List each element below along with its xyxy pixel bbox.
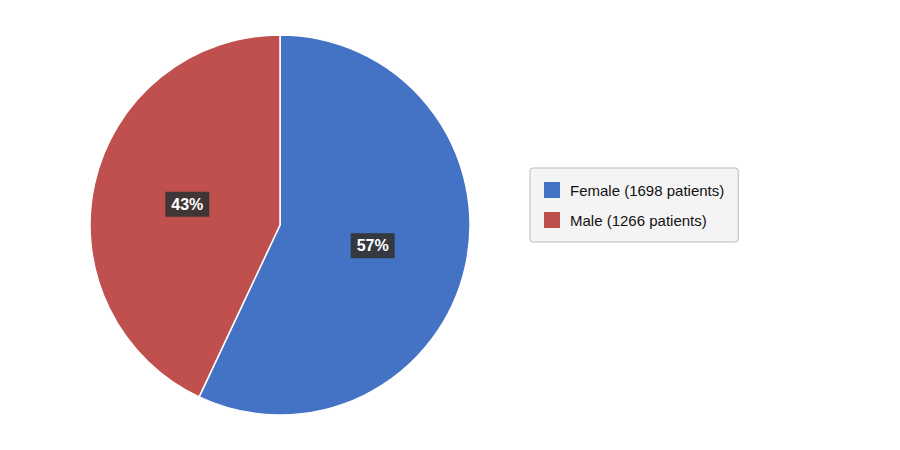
data-labels: 57% 43%: [165, 192, 394, 258]
data-label: 43%: [171, 196, 203, 213]
legend-label: Male (1266 patients): [570, 212, 707, 229]
legend-frame: [530, 168, 738, 242]
legend-label: Female (1698 patients): [570, 182, 724, 199]
pie-slice: [90, 35, 280, 397]
legend-swatch: [544, 182, 560, 198]
data-label-box: [165, 192, 209, 217]
data-label-box: [351, 233, 395, 258]
chart: 57% 43% Female (1698 patients) Male (1266 p…: [0, 0, 900, 450]
legend: Female (1698 patients) Male (1266 patient…: [530, 168, 738, 242]
legend-swatch: [544, 212, 560, 228]
data-label: 57%: [357, 237, 389, 254]
slices: [90, 35, 470, 415]
